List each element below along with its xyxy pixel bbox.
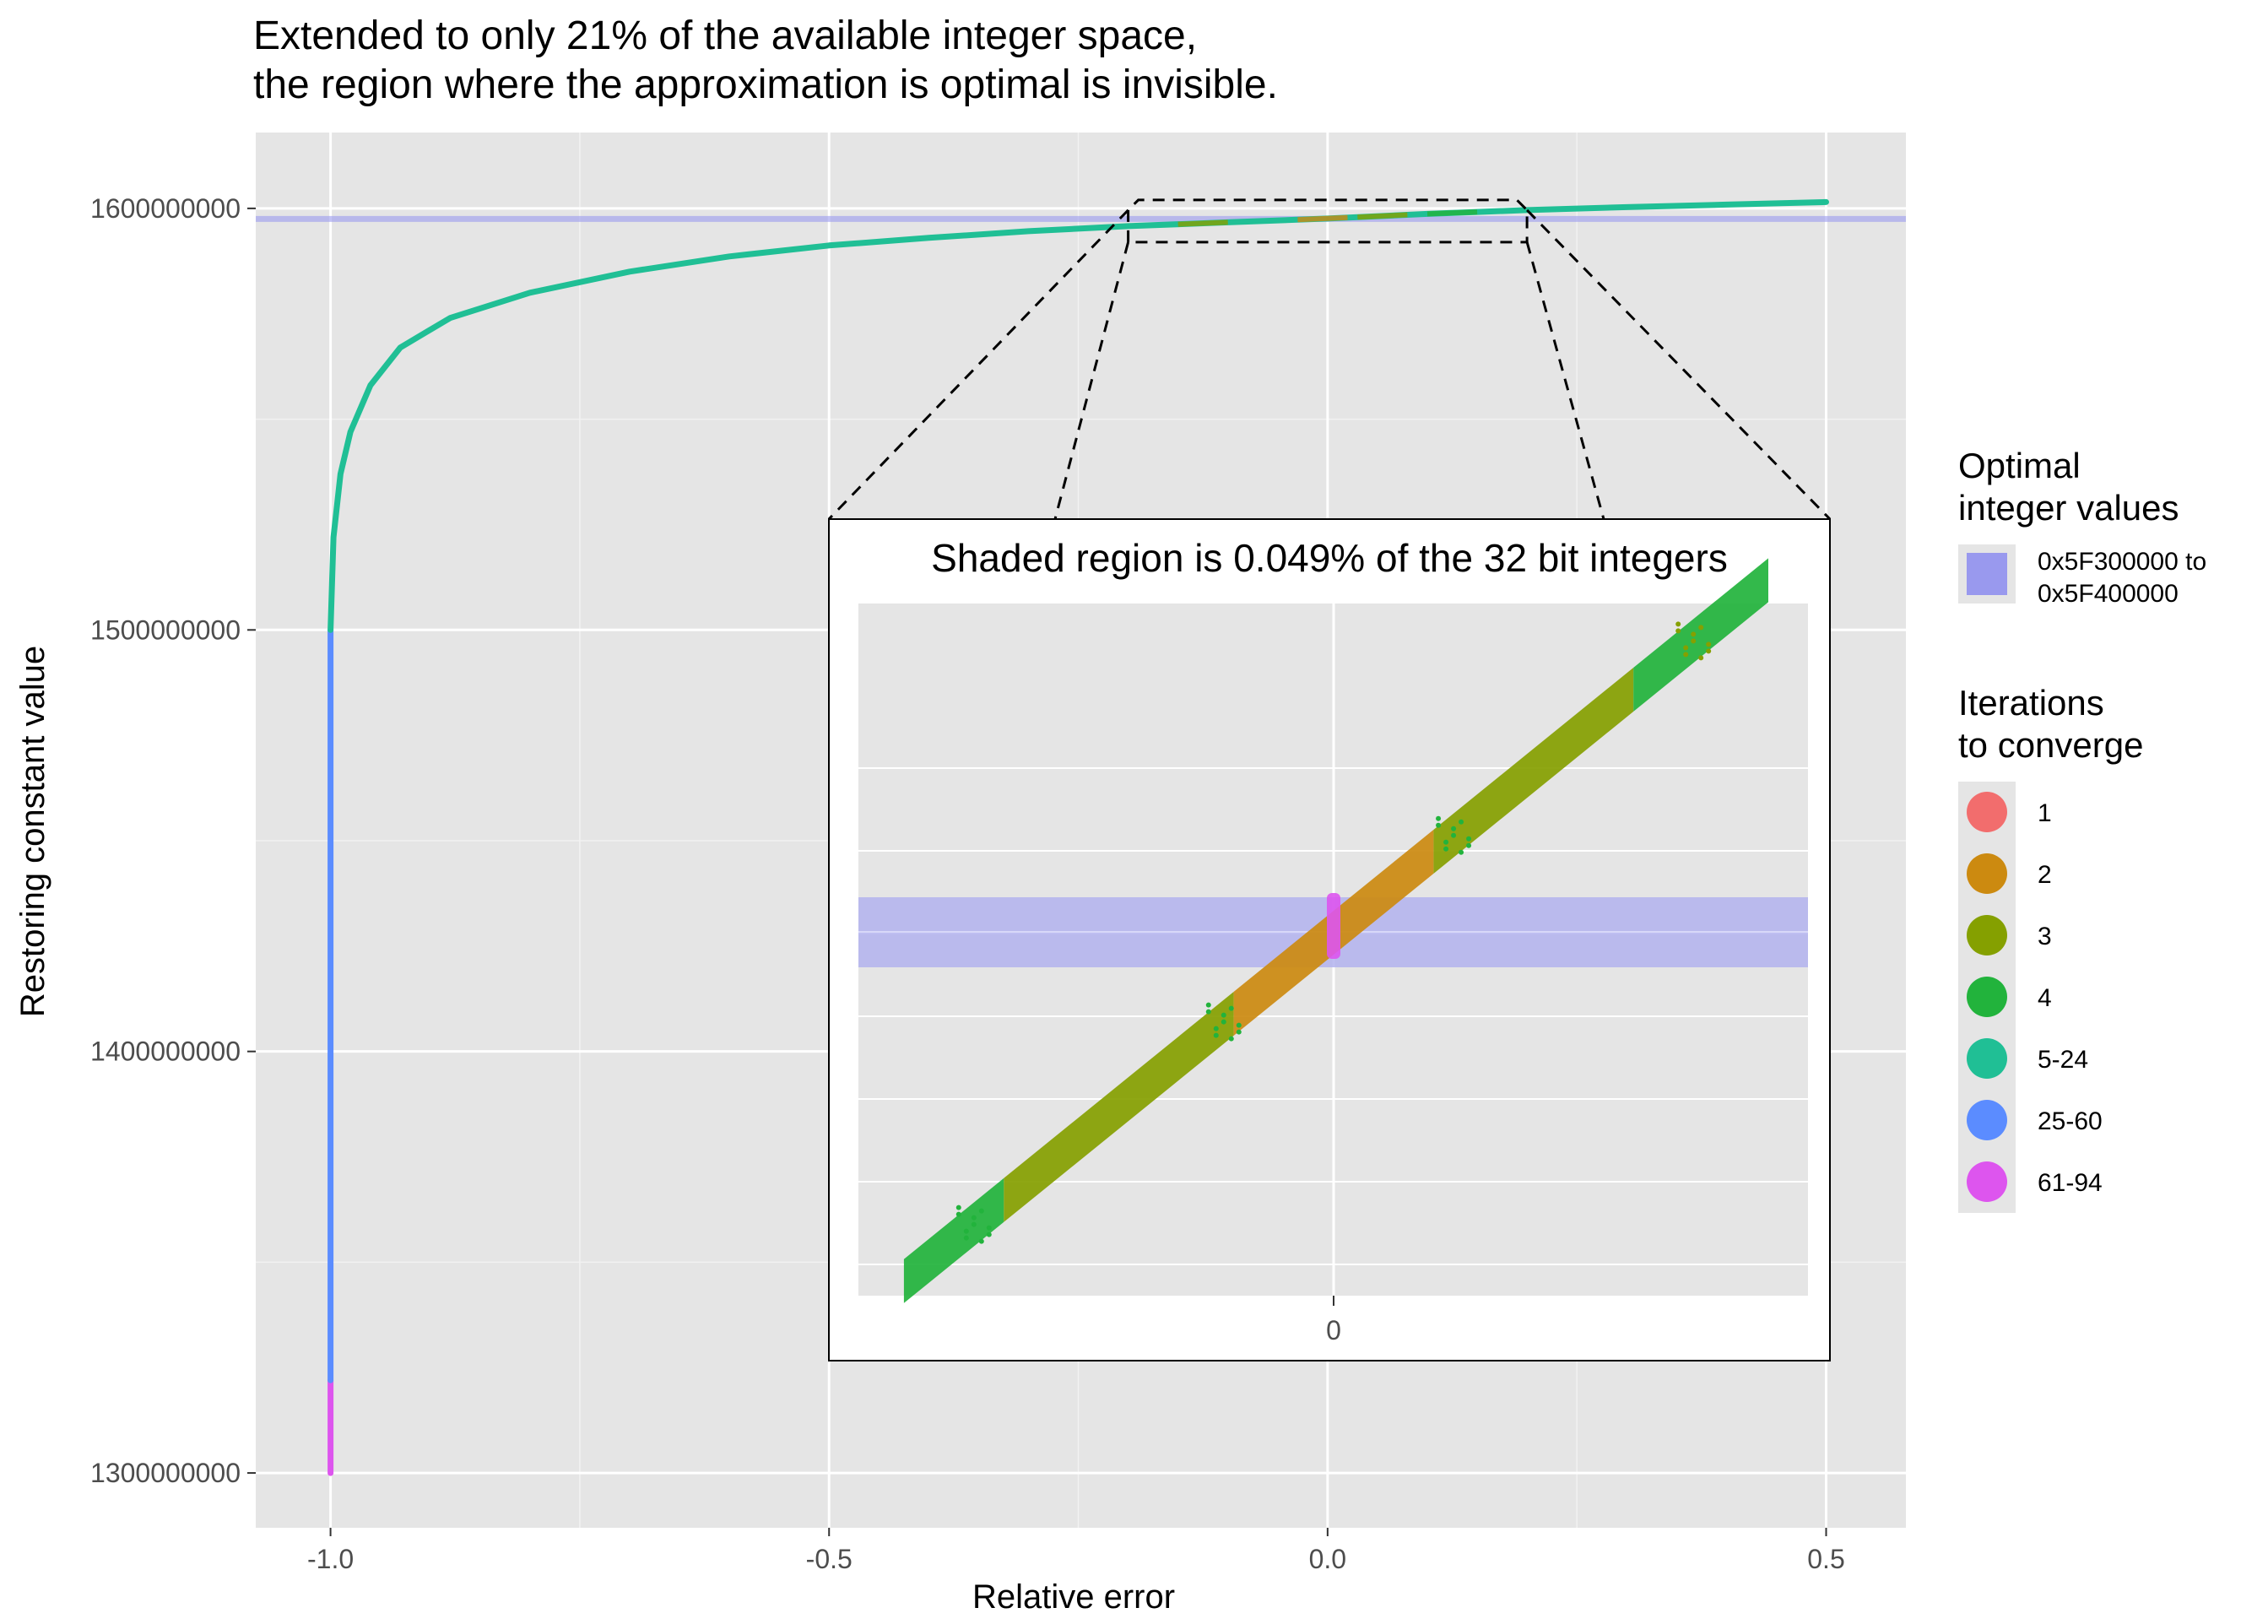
inset-scatter-point (1436, 815, 1442, 821)
inset-scatter-point (955, 1211, 961, 1217)
inset-scatter-point (1683, 645, 1689, 651)
inset-scatter-point (1221, 1019, 1226, 1025)
legend-iteration-label: 25-60 (2038, 1107, 2103, 1135)
inset-scatter-point (1228, 1036, 1234, 1042)
y-tick-label: 1400000000 (90, 1037, 241, 1067)
mixed-iteration-mark (1297, 214, 1348, 223)
legend-iteration-label: 5-24 (2038, 1046, 2088, 1074)
optimal-integer-band (256, 215, 1906, 222)
inset-scatter-point (1436, 822, 1442, 828)
inset-title: Shaded region is 0.049% of the 32 bit in… (931, 536, 1728, 580)
inset-scatter-point (1706, 648, 1712, 654)
legend-iteration-swatch (1967, 853, 2007, 894)
inset-band-segment (1004, 992, 1234, 1222)
chart-title: Extended to only 21% of the available in… (253, 14, 1278, 107)
inset-band-segment (1433, 668, 1634, 874)
inset-scatter-point (1451, 832, 1457, 838)
y-tick-label: 1500000000 (90, 614, 241, 645)
inset-band-segment (903, 1177, 1004, 1303)
legend-iteration-swatch (1967, 1100, 2007, 1140)
legend-shade-swatch (1967, 553, 2007, 595)
legend-shade-title: integer values (1958, 488, 2179, 528)
x-tick-label: -0.5 (806, 1544, 853, 1574)
inset-scatter-point (1451, 826, 1457, 831)
inset-scatter-point (971, 1221, 977, 1227)
zoom-indicator (827, 198, 1832, 521)
inset-scatter-point (1675, 628, 1681, 634)
inset-scatter-point (963, 1235, 969, 1241)
legend-iteration-swatch (1967, 915, 2007, 955)
legend-iteration-label: 61-94 (2038, 1169, 2103, 1197)
inset-scatter-point (978, 1238, 984, 1244)
legend-iteration-label: 3 (2038, 923, 2052, 950)
inset-scatter-point (1691, 631, 1697, 637)
legend-iteration-swatch (1967, 1161, 2007, 1202)
inset-scatter-point (986, 1225, 992, 1231)
inset-center-mark (1327, 893, 1340, 959)
mixed-iteration-mark (1177, 219, 1228, 227)
inset-x-tick-label: 0 (1326, 1315, 1341, 1345)
x-tick-label: 0.0 (1309, 1544, 1346, 1574)
legend-shade-label: 0x5F300000 to (2038, 548, 2206, 576)
legend-iteration-label: 2 (2038, 861, 2052, 889)
legend-iteration-swatch (1967, 1038, 2007, 1079)
zoom-connector (1525, 241, 1605, 520)
legend-shade-title: Optimal (1958, 446, 2081, 485)
inset-scatter-point (1236, 1022, 1242, 1028)
legend-shade-label: 0x5F400000 (2038, 580, 2179, 608)
x-tick-label: 0.5 (1807, 1544, 1844, 1574)
zoom-connector (827, 208, 1129, 521)
title-line-2: the region where the approximation is op… (253, 62, 1278, 107)
inset-scatter-point (978, 1208, 984, 1214)
title-line-1: Extended to only 21% of the available in… (253, 14, 1197, 58)
legend-iteration-swatch (1967, 792, 2007, 832)
y-axis-title: Restoring constant value (14, 646, 51, 1017)
inset-scatter-point (1205, 1009, 1211, 1015)
inset-scatter-point (986, 1232, 992, 1237)
y-tick-label: 1600000000 (90, 193, 241, 224)
inset-scatter-point (1213, 1032, 1219, 1038)
inset-scatter-point (1683, 652, 1689, 658)
legend-iteration-label: 4 (2038, 984, 2052, 1012)
inset-scatter-point (963, 1228, 969, 1234)
inset-scatter-point (1466, 842, 1472, 848)
inset-scatter-point (1205, 1002, 1211, 1008)
zoom-connector (1526, 208, 1832, 521)
x-axis-title: Relative error (972, 1578, 1175, 1616)
inset-scatter-point (1675, 621, 1681, 627)
inset-scatter-point (1691, 638, 1697, 644)
inset-scatter-point (1706, 641, 1712, 647)
inset-band-segment (1633, 558, 1768, 712)
inset-scatter-point (1443, 846, 1449, 852)
inset-scatter-point (1698, 625, 1704, 631)
inset-panel: Shaded region is 0.049% of the 32 bit in… (828, 518, 1831, 1361)
y-tick-label: 1300000000 (90, 1458, 241, 1488)
inset-scatter-point (1443, 839, 1449, 845)
mixed-iteration-mark (1357, 212, 1408, 220)
inset-scatter-point (1459, 819, 1464, 825)
inset-scatter-point (1228, 1005, 1234, 1011)
axes: Relative error Restoring constant value … (14, 193, 1845, 1616)
inset-scatter-point (955, 1204, 961, 1210)
inset-scatter-point (1213, 1026, 1219, 1031)
inset-scatter-point (1466, 836, 1472, 842)
legend-iteration-label: 1 (2038, 799, 2052, 827)
legend-iteration-swatch (1967, 977, 2007, 1017)
inset-scatter-point (971, 1215, 977, 1221)
legend-iterations-title: Iterations (1958, 683, 2104, 723)
legend-iterations-title: to converge (1958, 725, 2143, 765)
inset-scatter-point (1459, 849, 1464, 855)
inset-scatter-point (1698, 655, 1704, 661)
inset-scatter-point (1221, 1012, 1226, 1018)
x-tick-label: -1.0 (307, 1544, 354, 1574)
zoom-connector (1053, 241, 1130, 520)
series-line-5-24 (327, 198, 1829, 633)
mixed-iteration-mark (1426, 209, 1478, 217)
inset-scatter-point (1236, 1029, 1242, 1035)
